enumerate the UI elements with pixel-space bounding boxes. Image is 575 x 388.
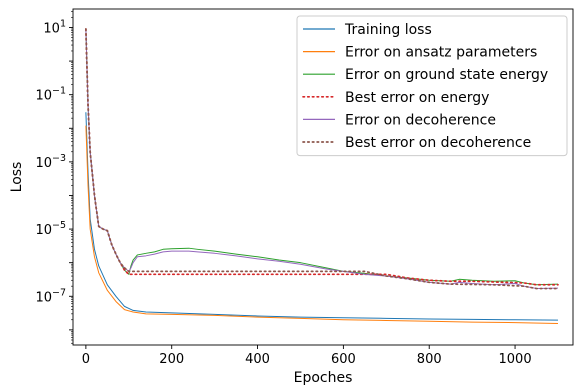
legend-box — [296, 15, 568, 157]
legend-label: Error on decoherence — [345, 112, 496, 128]
y-tick-label: 101 — [43, 18, 66, 36]
series-line — [85, 29, 558, 290]
y-axis: 101 10−1 10−3 10−5 10−7 — [35, 11, 73, 344]
y-axis-label: Loss — [9, 162, 25, 193]
y-tick-label: 10−1 — [35, 86, 66, 104]
legend-label: Best error on decoherence — [345, 135, 531, 151]
x-tick-label: 1000 — [499, 352, 532, 367]
x-axis-label: Epoches — [294, 370, 353, 386]
series-line — [85, 125, 558, 324]
legend-label: Error on ansatz parameters — [345, 45, 537, 61]
x-tick-label: 600 — [331, 352, 356, 367]
legend-label: Best error on energy — [345, 90, 489, 106]
x-tick-label: 0 — [82, 352, 90, 367]
y-tick-label: 10−3 — [35, 153, 66, 171]
series-line — [85, 28, 559, 290]
y-tick-label: 10−5 — [35, 220, 66, 238]
series-line — [85, 112, 558, 321]
x-tick-label: 800 — [417, 352, 442, 367]
legend: Training loss Error on ansatz parameters E… — [296, 15, 568, 157]
x-tick-label: 200 — [159, 352, 184, 367]
legend-label: Training loss — [344, 22, 432, 38]
series-layer — [85, 28, 559, 324]
plot-frame — [72, 8, 574, 346]
legend-label: Error on ground state energy — [345, 67, 548, 83]
x-axis: 0 200 400 600 800 1000 — [82, 345, 532, 367]
series-line — [85, 28, 559, 286]
x-tick-label: 400 — [245, 352, 270, 367]
y-tick-label: 10−7 — [35, 287, 66, 305]
